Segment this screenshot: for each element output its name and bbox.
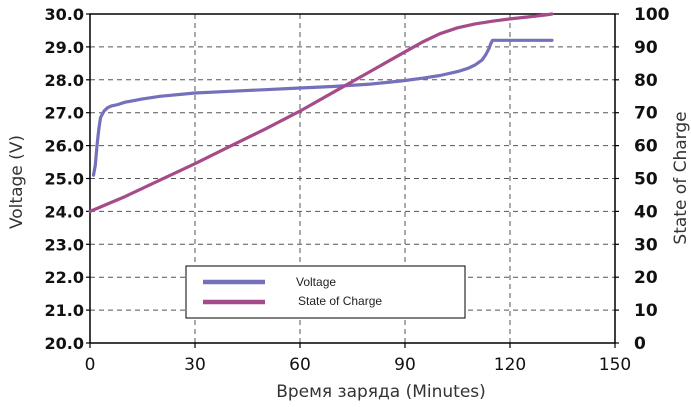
x-tick-label: 120 bbox=[494, 355, 526, 375]
y-right-tick-label: 80 bbox=[634, 71, 658, 91]
y-left-tick-label: 21.0 bbox=[45, 301, 84, 320]
x-tick-label: 150 bbox=[599, 355, 631, 375]
y-right-tick-label: 40 bbox=[634, 202, 658, 222]
x-axis-ticks: 0 30 60 90 120 150 bbox=[85, 343, 631, 375]
y-right-axis-title: State of Charge bbox=[671, 111, 691, 244]
y-right-tick-label: 60 bbox=[634, 137, 658, 157]
y-right-tick-label: 90 bbox=[634, 38, 658, 58]
x-tick-label: 60 bbox=[289, 355, 311, 375]
y-right-tick-label: 50 bbox=[634, 170, 658, 190]
y-left-tick-label: 24.0 bbox=[45, 202, 84, 221]
series-line-state-of-charge bbox=[88, 12, 554, 213]
x-axis-title: Время заряда (Minutes) bbox=[276, 382, 486, 402]
y-left-tick-label: 30.0 bbox=[45, 5, 84, 24]
y-right-tick-label: 20 bbox=[634, 268, 658, 288]
x-tick-label: 30 bbox=[184, 355, 206, 375]
y-left-tick-label: 20.0 bbox=[45, 334, 84, 353]
legend-box bbox=[185, 265, 466, 319]
y-right-tick-label: 10 bbox=[634, 301, 658, 321]
y-left-tick-label: 29.0 bbox=[45, 38, 84, 57]
right-axis-ticks: 0 10 20 30 40 50 60 70 80 90 100 bbox=[615, 5, 670, 354]
series-lines bbox=[88, 12, 554, 213]
legend-label-voltage: Voltage bbox=[296, 275, 336, 289]
y-left-tick-label: 27.0 bbox=[45, 104, 84, 123]
left-axis-ticks: 20.0 21.0 22.0 23.0 24.0 25.0 26.0 27.0 28.0 29.0… bbox=[45, 5, 90, 353]
y-left-tick-label: 23.0 bbox=[45, 235, 84, 254]
y-right-tick-label: 100 bbox=[634, 5, 670, 25]
y-left-tick-label: 25.0 bbox=[45, 170, 84, 189]
x-tick-label: 90 bbox=[394, 355, 416, 375]
series-line-voltage bbox=[91, 38, 554, 177]
y-right-tick-label: 0 bbox=[634, 334, 646, 354]
x-tick-label: 0 bbox=[85, 355, 96, 375]
y-left-tick-label: 22.0 bbox=[45, 268, 84, 287]
y-left-tick-label: 28.0 bbox=[45, 71, 84, 90]
y-right-tick-label: 30 bbox=[634, 235, 658, 255]
legend: Voltage State of Charge bbox=[185, 265, 466, 319]
y-left-axis-title: Voltage (V) bbox=[7, 135, 27, 229]
y-right-tick-label: 70 bbox=[634, 104, 658, 124]
y-left-tick-label: 26.0 bbox=[45, 137, 84, 156]
legend-label-state-of-charge: State of Charge bbox=[298, 294, 382, 308]
